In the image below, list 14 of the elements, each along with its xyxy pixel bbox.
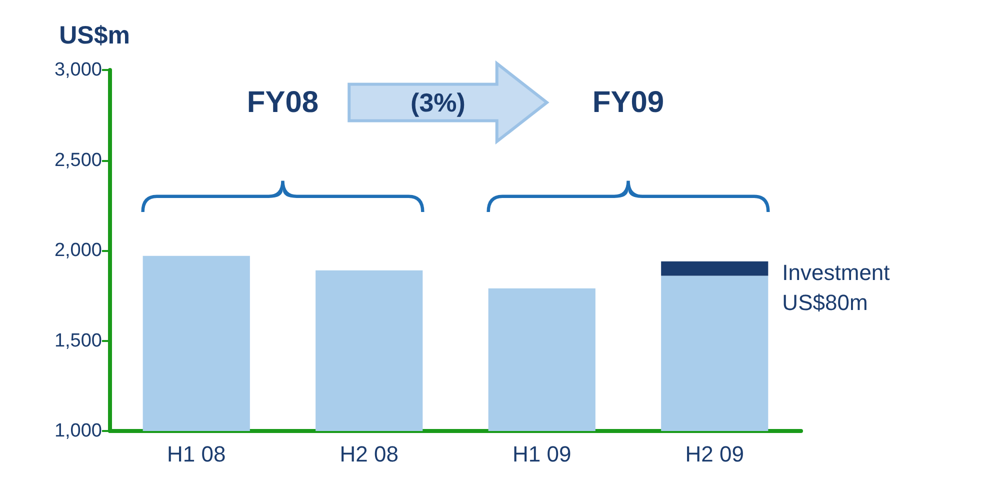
y-tick-label: 1,000 [54, 420, 102, 442]
annotation: Investment US$80m [782, 260, 896, 315]
annotation: FY09 [592, 86, 664, 119]
y-tick-label: 2,000 [54, 240, 102, 261]
x-tick-label: H2 08 [340, 442, 398, 466]
y-axis-title: US$m [59, 22, 130, 50]
x-tick-label: H2 09 [685, 442, 744, 466]
y-tick-label: 2,500 [54, 150, 102, 171]
annotation: FY08 [246, 86, 319, 119]
y-tick-label: 3,000 [54, 60, 102, 80]
y-tick-label: 1,500 [54, 330, 102, 352]
x-tick-label: H1 09 [512, 442, 572, 466]
x-tick-label: H1 08 [167, 442, 226, 466]
annotation: (3%) [410, 87, 466, 118]
